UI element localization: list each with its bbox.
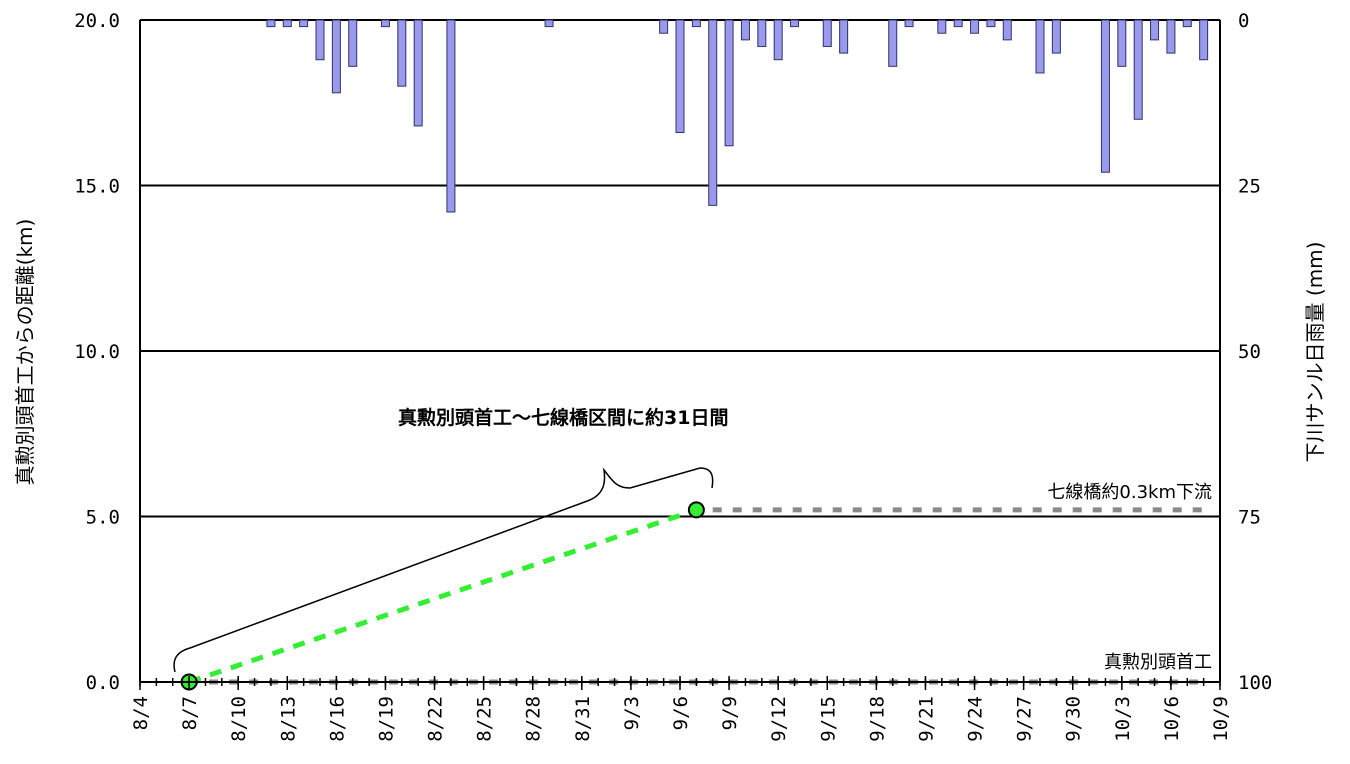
rainfall-bar — [660, 20, 668, 33]
rainfall-bar — [840, 20, 848, 53]
y-right-tick-label: 0 — [1238, 10, 1249, 32]
lower-reference-label: 真勲別頭首工 — [1104, 652, 1212, 673]
rainfall-bar — [709, 20, 717, 205]
rainfall-bar — [1151, 20, 1159, 40]
x-tick-label: 9/6 — [670, 696, 692, 730]
distance-series — [182, 502, 1204, 689]
rainfall-bar — [774, 20, 782, 60]
rainfall-bar — [1052, 20, 1060, 53]
rainfall-bar — [954, 20, 962, 27]
x-tick-label: 10/3 — [1112, 696, 1134, 742]
x-tick-label: 10/9 — [1210, 696, 1232, 742]
rainfall-bar — [1101, 20, 1109, 172]
rainfall-bar — [545, 20, 553, 27]
rainfall-bar — [987, 20, 995, 27]
rainfall-bars — [267, 20, 1208, 212]
y-left-axis-title: 真勲別頭首工からの距離(km) — [13, 219, 37, 486]
rainfall-bar — [971, 20, 979, 33]
x-tick-label: 9/12 — [768, 696, 790, 742]
y-right-tick-label: 50 — [1238, 341, 1261, 363]
rainfall-bar — [905, 20, 913, 27]
rainfall-bar — [741, 20, 749, 40]
rainfall-bar — [1118, 20, 1126, 66]
rainfall-bar — [447, 20, 455, 212]
rainfall-bar — [725, 20, 733, 146]
rainfall-bar — [300, 20, 308, 27]
x-tick-label: 10/6 — [1161, 696, 1183, 742]
y-left-tick-label: 10.0 — [74, 341, 120, 363]
x-tick-label: 8/10 — [228, 696, 250, 742]
x-tick-label: 8/25 — [474, 696, 496, 742]
y-left-tick-label: 20.0 — [74, 10, 120, 32]
rainfall-bar — [349, 20, 357, 66]
curly-bracket — [174, 468, 713, 672]
rainfall-bar — [1183, 20, 1191, 27]
rainfall-bar — [316, 20, 324, 60]
bracket-annotation-label: 真勲別頭首工～七線橋区間に約31日間 — [398, 406, 728, 429]
rainfall-bar — [398, 20, 406, 86]
y-left-tick-label: 15.0 — [74, 176, 120, 198]
rainfall-bar — [1134, 20, 1142, 119]
y-right-tick-label: 75 — [1238, 507, 1261, 529]
y-left-tick-label: 5.0 — [86, 507, 120, 529]
rainfall-bar — [1200, 20, 1208, 60]
rainfall-bar — [267, 20, 275, 27]
x-tick-label: 8/22 — [425, 696, 447, 742]
x-tick-label: 8/4 — [130, 696, 152, 730]
rainfall-bar — [283, 20, 291, 27]
rainfall-bar — [381, 20, 389, 27]
x-tick-label: 9/30 — [1063, 696, 1085, 742]
y-left-tick-label: 0.0 — [86, 672, 120, 694]
rainfall-bar — [791, 20, 799, 27]
rainfall-bar — [823, 20, 831, 46]
x-tick-label: 9/27 — [1014, 696, 1036, 742]
upper-reference-label: 七線橋約0.3km下流 — [1047, 482, 1212, 503]
rainfall-bar — [692, 20, 700, 27]
rainfall-bar — [1003, 20, 1011, 40]
x-tick-label: 8/28 — [523, 696, 545, 742]
rainfall-bar — [1167, 20, 1175, 53]
y-right-axis-title: 下川サンル日雨量 (mm) — [1303, 242, 1327, 463]
rainfall-bar — [332, 20, 340, 93]
rainfall-bar — [758, 20, 766, 46]
rainfall-bar — [676, 20, 684, 133]
x-tick-label: 9/21 — [915, 696, 937, 742]
x-tick-label: 9/9 — [719, 696, 741, 730]
rainfall-bar — [414, 20, 422, 126]
x-tick-label: 8/16 — [326, 696, 348, 742]
axes: 0.0 0 5.0 25 10.0 50 15.0 75 20.0 100 8/4 8/7 8/10 8/… — [74, 10, 1272, 742]
rainfall-bar — [889, 20, 897, 66]
position-marker — [689, 502, 704, 517]
x-tick-label: 8/13 — [277, 696, 299, 742]
x-tick-label: 8/7 — [179, 696, 201, 730]
fish-path-line — [189, 510, 696, 682]
x-tick-label: 9/24 — [965, 696, 987, 742]
rainfall-bar — [1036, 20, 1044, 73]
x-tick-label: 8/19 — [375, 696, 397, 742]
y-right-tick-label: 100 — [1238, 672, 1272, 694]
x-tick-label: 9/18 — [866, 696, 888, 742]
x-tick-label: 8/31 — [572, 696, 594, 742]
rainfall-bar — [938, 20, 946, 33]
x-tick-label: 9/15 — [817, 696, 839, 742]
x-tick-label: 9/3 — [621, 696, 643, 730]
y-right-tick-label: 25 — [1238, 176, 1261, 198]
